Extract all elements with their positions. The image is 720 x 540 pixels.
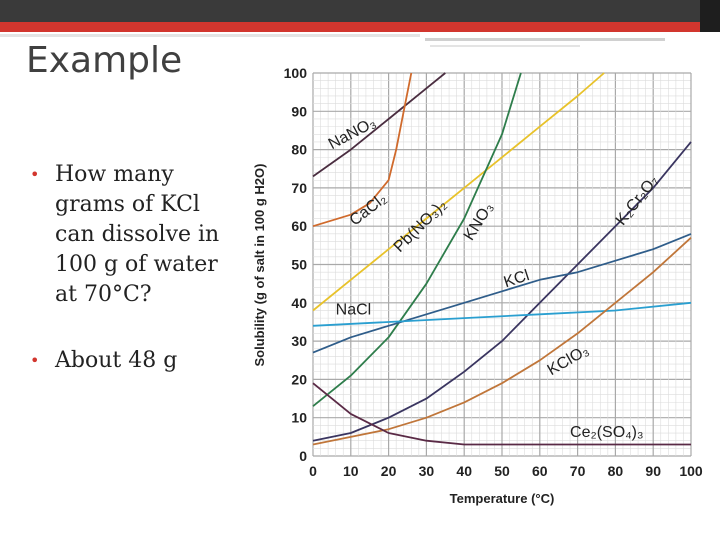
series-line-cacl2 (312, 72, 413, 228)
y-tick-label: 90 (291, 103, 307, 119)
x-tick-label: 0 (309, 463, 317, 479)
title-rule-tertiary (430, 45, 580, 47)
series-line-k2cr2o7 (312, 141, 692, 442)
y-tick-label: 0 (299, 448, 307, 464)
y-axis-title: Solubility (g of salt in 100 g H2O) (252, 164, 267, 367)
series-label-nacl: NaCl (336, 301, 372, 318)
x-tick-label: 100 (679, 463, 703, 479)
y-tick-labels: 0 10 20 30 40 50 60 70 80 90 100 (284, 65, 308, 464)
series-label-ce2so43: Ce₂(SO₄)₃ (570, 424, 643, 441)
y-tick-label: 80 (291, 142, 307, 158)
series-line-kcl (312, 233, 692, 354)
bullet-question: • How many grams of KCl can dissolve in 1… (30, 160, 230, 310)
y-tick-label: 100 (284, 65, 308, 81)
x-tick-label: 50 (494, 463, 510, 479)
bullet-question-text: How many grams of KCl can dissolve in 10… (55, 162, 220, 307)
x-tick-label: 20 (381, 463, 397, 479)
series-line-pbno32 (312, 72, 605, 312)
x-tick-label: 70 (570, 463, 586, 479)
y-tick-label: 20 (291, 371, 307, 387)
x-axis-title: Temperature (°C) (450, 491, 555, 506)
y-tick-label: 60 (291, 218, 307, 234)
y-tick-label: 30 (291, 333, 307, 349)
slide-corner-block (700, 0, 720, 32)
bullet-answer-text: About 48 g (55, 348, 178, 373)
x-tick-labels: 0 10 20 30 40 50 60 70 80 90 100 (309, 463, 703, 479)
y-tick-label: 70 (291, 180, 307, 196)
series-line-kno3 (312, 72, 522, 407)
x-tick-label: 80 (608, 463, 624, 479)
title-rule (0, 34, 420, 37)
series-line-kclo3 (312, 237, 692, 446)
bullet-dot-icon: • (30, 351, 40, 370)
bullet-dot-icon: • (30, 165, 40, 184)
series-line-nacl (312, 301, 692, 327)
y-tick-label: 50 (291, 257, 307, 273)
y-tick-label: 40 (291, 295, 307, 311)
title-rule-secondary (425, 38, 665, 41)
x-tick-label: 30 (419, 463, 435, 479)
bullet-answer: • About 48 g (30, 346, 230, 376)
series-lines (312, 72, 692, 446)
bullet-list: • How many grams of KCl can dissolve in 1… (30, 160, 230, 376)
series-line-ce2so43 (312, 382, 691, 446)
slide-accent-bar (0, 22, 720, 32)
slide-title: Example (26, 40, 183, 81)
x-tick-label: 60 (532, 463, 548, 479)
series-line-nano3 (312, 72, 446, 178)
x-tick-label: 90 (645, 463, 661, 479)
x-tick-label: 10 (343, 463, 359, 479)
solubility-chart: NaNO₃ CaCl₂ Pb(NO₃)₂ KNO₃ K₂Cr₂O₇ KCl NaCl KClO… (250, 60, 710, 515)
y-tick-label: 10 (291, 410, 307, 426)
x-tick-label: 40 (456, 463, 472, 479)
